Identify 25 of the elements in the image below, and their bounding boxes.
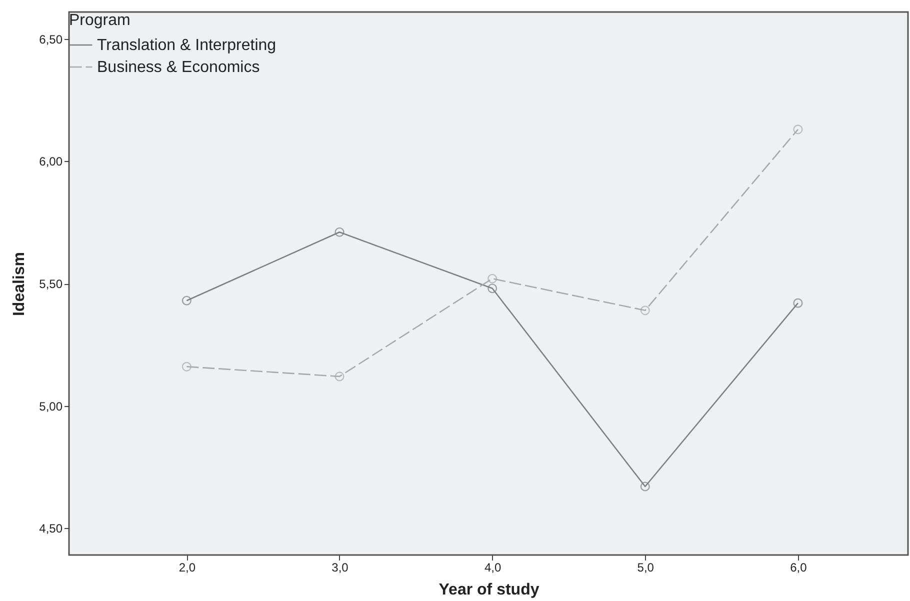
point [182, 362, 192, 372]
point [793, 298, 803, 308]
x-tick-label: 5,0 [637, 560, 654, 574]
legend-title: Program [69, 12, 130, 29]
point [640, 482, 650, 492]
legend-label: Business & Economics [97, 59, 260, 76]
y-tick-label: 6,50 [39, 32, 63, 46]
point [488, 274, 498, 284]
x-tick-label: 2,0 [178, 560, 196, 574]
y-tick-label: 5,00 [39, 399, 63, 414]
y-axis-title: Idealism [11, 252, 28, 316]
point [488, 284, 498, 294]
x-tick-label: 3,0 [332, 560, 349, 574]
point [182, 296, 192, 306]
point [334, 227, 344, 237]
y-tick-label: 6,00 [39, 154, 63, 169]
x-tick-label: 4,0 [484, 560, 502, 574]
point [793, 124, 803, 134]
point [640, 306, 650, 316]
x-axis-title: Year of study [438, 582, 540, 598]
y-tick-label: 5,50 [39, 277, 63, 291]
x-tick-label: 6,0 [790, 560, 808, 574]
y-tick-label: 4,50 [39, 522, 63, 536]
point [334, 372, 344, 382]
legend-label: Translation & Interpreting [97, 37, 276, 54]
